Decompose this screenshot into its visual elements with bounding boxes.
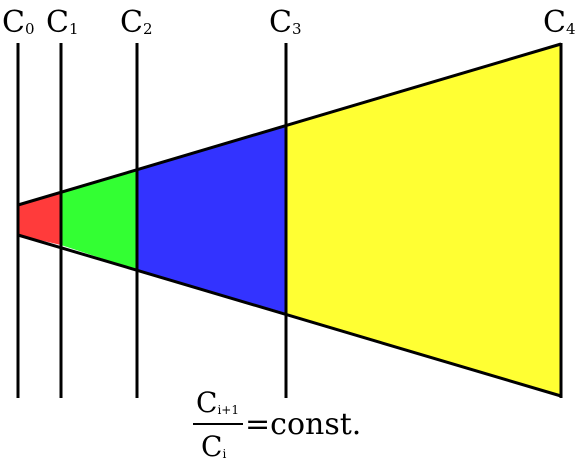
segment-c2-c3 xyxy=(137,126,286,313)
label-c3: C3 xyxy=(269,5,302,40)
segment-c3-c4 xyxy=(286,44,561,396)
label-c1: C1 xyxy=(46,5,79,40)
segment-c1-c2 xyxy=(61,170,137,270)
taper-segments xyxy=(18,44,561,396)
formula-numerator: Ci+1 xyxy=(196,386,239,419)
ratio-formula: Ci+1 Ci =const. xyxy=(193,386,361,463)
formula-rhs: =const. xyxy=(245,407,361,442)
label-c0: C0 xyxy=(2,5,35,40)
formula-denominator: Ci xyxy=(201,430,226,463)
label-c4: C4 xyxy=(543,5,576,40)
label-c2: C2 xyxy=(120,5,153,40)
capacitor-labels: C0 C1 C2 C3 C4 xyxy=(2,5,576,40)
